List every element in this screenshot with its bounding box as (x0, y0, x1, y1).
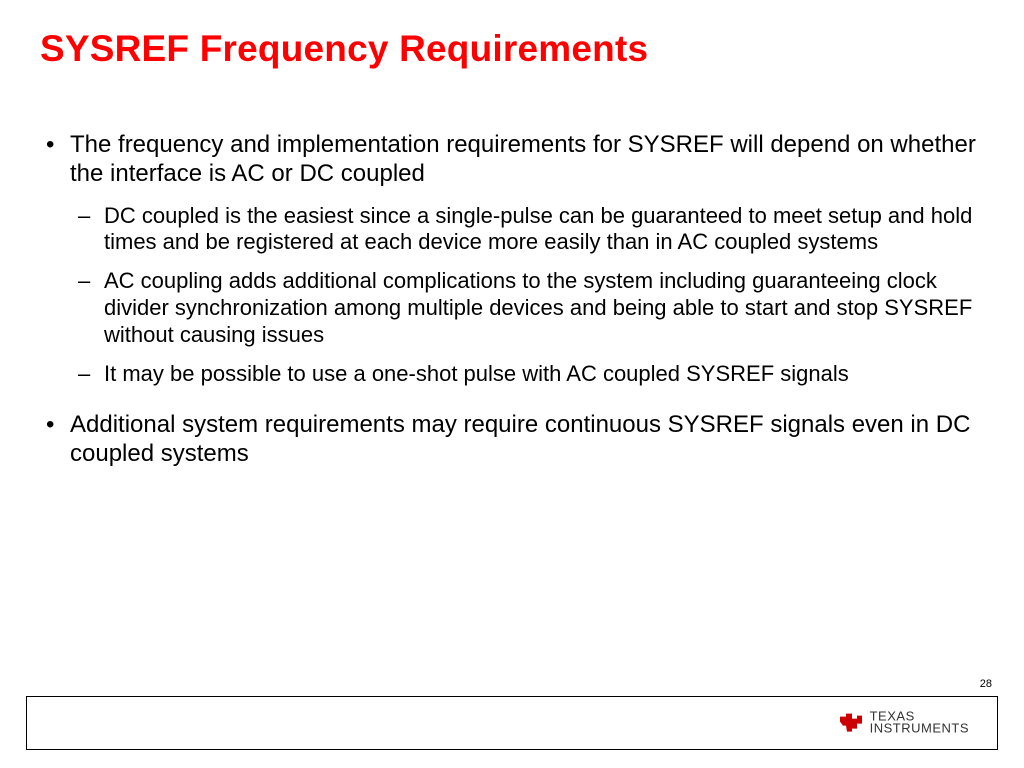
sub-bullet-text: It may be possible to use a one-shot pul… (104, 361, 849, 386)
sub-bullet-text: DC coupled is the easiest since a single… (104, 203, 972, 255)
sub-bullet-item: It may be possible to use a one-shot pul… (70, 361, 984, 388)
bullet-text: Additional system requirements may requi… (70, 411, 970, 467)
slide-content: The frequency and implementation require… (40, 130, 984, 468)
bullet-list: The frequency and implementation require… (40, 130, 984, 468)
bullet-item: The frequency and implementation require… (40, 130, 984, 388)
sub-bullet-item: DC coupled is the easiest since a single… (70, 203, 984, 257)
company-logo: TEXAS INSTRUMENTS (838, 711, 969, 736)
bullet-text: The frequency and implementation require… (70, 131, 976, 187)
sub-bullet-list: DC coupled is the easiest since a single… (70, 203, 984, 388)
logo-text: TEXAS INSTRUMENTS (870, 711, 969, 736)
logo-text-bottom: INSTRUMENTS (870, 723, 969, 735)
sub-bullet-item: AC coupling adds additional complication… (70, 268, 984, 348)
sub-bullet-text: AC coupling adds additional complication… (104, 268, 972, 347)
footer-box: TEXAS INSTRUMENTS (26, 696, 998, 750)
slide-footer: 28 TEXAS INSTRUMENTS (26, 696, 998, 750)
page-number: 28 (980, 678, 992, 690)
slide: SYSREF Frequency Requirements The freque… (0, 0, 1024, 768)
bullet-item: Additional system requirements may requi… (40, 410, 984, 469)
ti-logo-icon (838, 711, 864, 735)
slide-title: SYSREF Frequency Requirements (40, 28, 984, 70)
